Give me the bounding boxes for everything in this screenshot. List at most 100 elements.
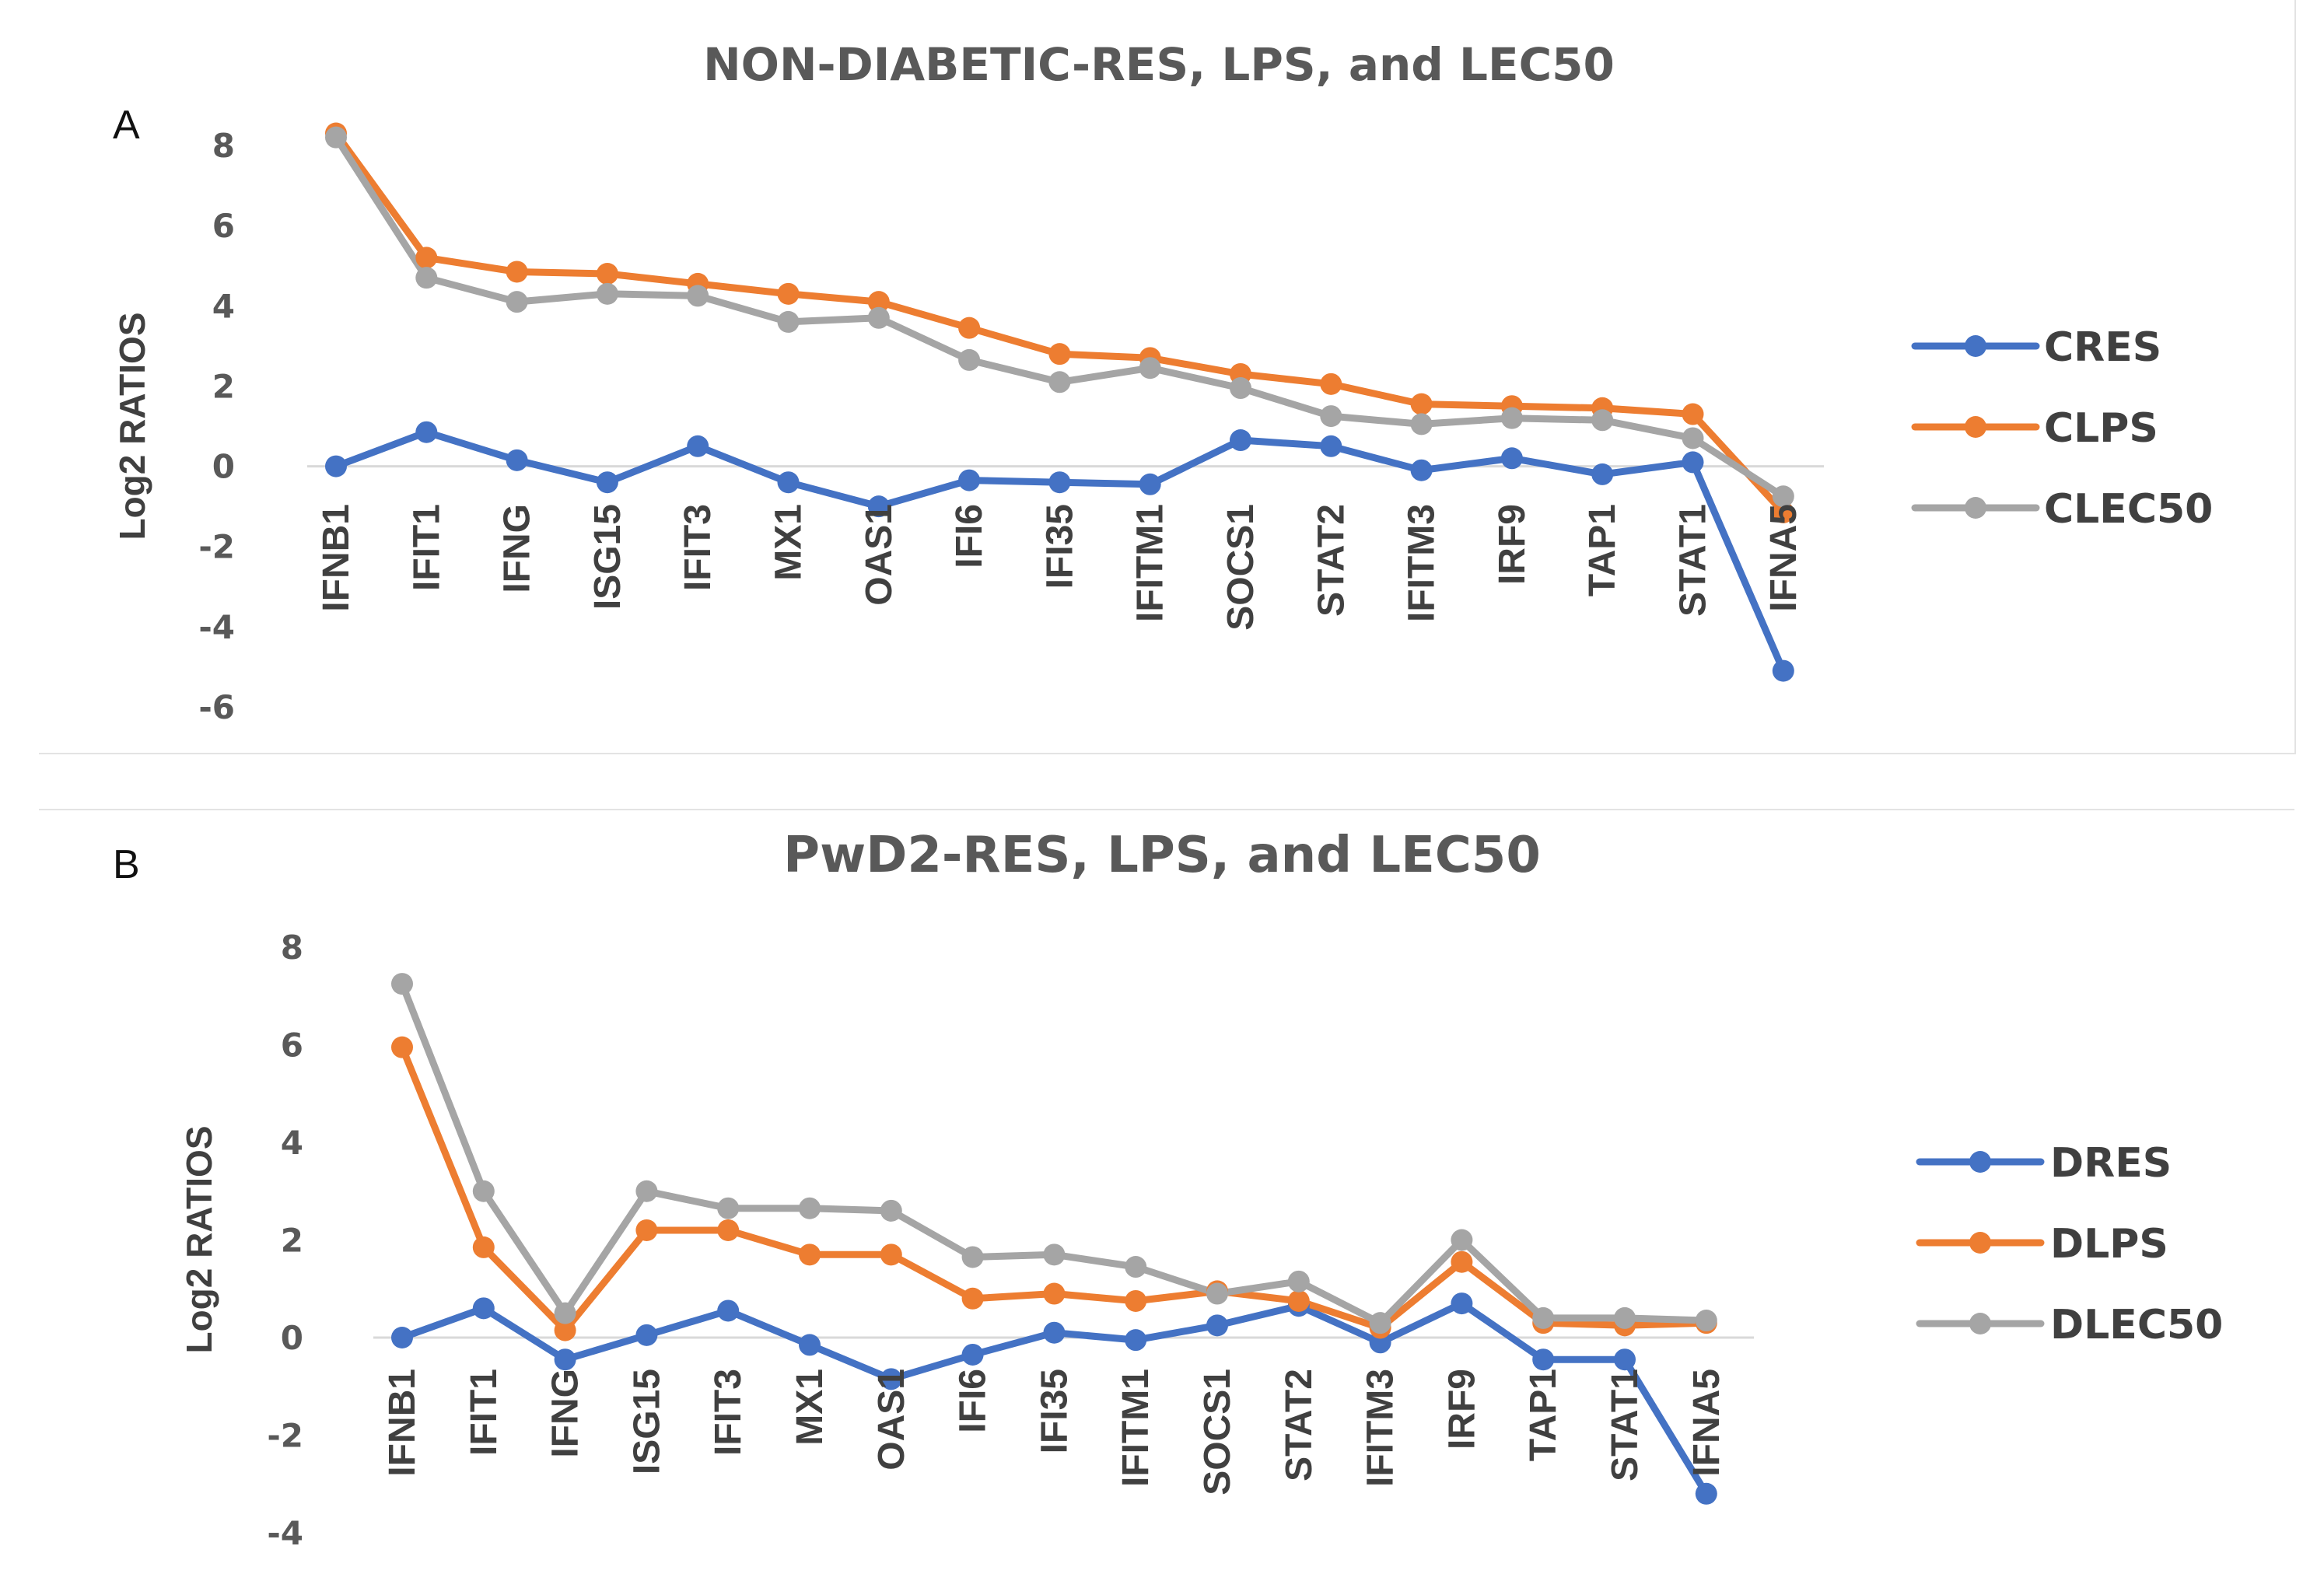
y-tick-label: 8 <box>212 127 235 165</box>
data-point-clps <box>506 261 528 283</box>
data-point-dlps <box>1043 1282 1066 1305</box>
data-point-clec50 <box>1772 485 1794 508</box>
data-point-dres <box>554 1348 576 1371</box>
data-point-clec50 <box>958 348 981 371</box>
data-point-cres <box>1230 429 1251 452</box>
panel-letter-a: A <box>113 103 140 148</box>
x-tick-label: IFIT1 <box>464 1369 505 1456</box>
x-tick-label: STAT1 <box>1605 1369 1646 1481</box>
x-tick-label: OAS1 <box>859 504 900 606</box>
y-tick-label: 2 <box>281 1222 303 1260</box>
data-point-clec50 <box>1320 405 1342 428</box>
data-point-dres <box>635 1324 658 1346</box>
data-point-clec50 <box>1410 413 1433 435</box>
y-tick-label: 0 <box>281 1319 303 1357</box>
y-tick-label: 6 <box>212 207 235 245</box>
y-tick-label: -4 <box>267 1514 303 1552</box>
series-line-clps <box>332 130 1787 516</box>
data-point-dlps <box>1125 1289 1147 1312</box>
legend-label-clps: CLPS <box>2044 405 2158 452</box>
y-tick-label: 4 <box>281 1124 303 1162</box>
data-point-dlec50 <box>1206 1282 1228 1305</box>
data-point-dlps <box>472 1236 495 1258</box>
x-tick-label: ISG15 <box>626 1369 667 1474</box>
data-point-dlps <box>554 1319 576 1341</box>
data-point-clps <box>415 247 438 269</box>
chart-a-frame <box>39 0 2296 754</box>
data-point-dlec50 <box>472 1180 495 1202</box>
x-tick-label: IFIT1 <box>406 504 447 591</box>
data-point-dlec50 <box>1451 1229 1473 1251</box>
data-point-clps <box>958 317 981 339</box>
data-point-clec50 <box>325 126 347 149</box>
data-point-clps <box>1410 393 1433 415</box>
data-point-clec50 <box>687 285 709 307</box>
data-point-cres <box>1500 447 1523 470</box>
data-point-clec50 <box>1230 377 1251 400</box>
y-axis-title: Log2 RATIOS <box>179 1125 219 1353</box>
data-point-dlec50 <box>880 1199 902 1222</box>
x-tick-label: IFI6 <box>953 1369 994 1433</box>
x-tick-label: IFIT3 <box>677 504 719 591</box>
data-point-dres <box>1125 1329 1147 1352</box>
x-tick-label: IFITM3 <box>1360 1369 1402 1487</box>
data-point-clec50 <box>777 310 800 333</box>
x-tick-label: IFITM1 <box>1115 1369 1157 1487</box>
x-tick-label: IFITM3 <box>1402 504 1443 622</box>
legend-label-dres: DRES <box>2050 1140 2172 1187</box>
x-tick-label: IFNB1 <box>316 504 357 612</box>
data-point-cres <box>867 495 890 518</box>
data-point-dlec50 <box>554 1302 576 1324</box>
data-point-cres <box>1048 471 1071 494</box>
data-point-dlec50 <box>1043 1243 1066 1266</box>
data-point-clec50 <box>1500 407 1523 429</box>
y-tick-label: -6 <box>198 688 235 726</box>
data-point-clps <box>777 282 800 305</box>
x-tick-label: IFNA5 <box>1763 504 1804 612</box>
x-tick-label: IFI35 <box>1034 1369 1075 1453</box>
data-point-dlec50 <box>1287 1270 1310 1292</box>
data-point-dlec50 <box>1125 1256 1147 1278</box>
data-point-dres <box>1043 1321 1066 1344</box>
data-point-dlec50 <box>1695 1310 1717 1332</box>
x-tick-label: IFNG <box>497 504 538 593</box>
data-point-dlec50 <box>961 1246 984 1268</box>
data-point-dres <box>1695 1482 1717 1505</box>
data-point-cres <box>1320 435 1342 457</box>
x-tick-label: SOCS1 <box>1220 504 1262 631</box>
data-point-clec50 <box>1139 357 1161 380</box>
legend-label-cres: CRES <box>2044 324 2161 371</box>
data-point-dres <box>1206 1314 1228 1337</box>
x-tick-label: IFNG <box>545 1369 586 1458</box>
y-tick-label: -2 <box>267 1417 303 1455</box>
panel-letter-b: B <box>113 842 140 887</box>
data-point-cres <box>958 469 981 491</box>
data-point-cres <box>777 471 800 494</box>
legend-marker-dres <box>1969 1151 1991 1173</box>
series-line-dlec50 <box>398 980 1710 1327</box>
chart-b-svg: PwD2-RES, LPS, and LEC50 B 8 6 4 2 0 -2 -4 Log2 R… <box>113 827 2223 1552</box>
y-tick-label: 0 <box>212 448 235 486</box>
data-point-cres <box>1772 659 1794 682</box>
data-point-clps <box>867 291 890 313</box>
data-point-dres <box>717 1299 740 1322</box>
data-point-cres <box>325 455 347 477</box>
x-tick-label: TAP1 <box>1582 504 1623 596</box>
data-point-clec50 <box>867 306 890 329</box>
x-tick-label: IFI35 <box>1039 504 1080 589</box>
y-axis-title: Log2 RATIOS <box>112 312 152 540</box>
data-point-dlps <box>717 1219 740 1241</box>
legend-marker-clec50 <box>1965 497 1986 519</box>
series-line-clec50 <box>332 134 1787 500</box>
legend-label-dlps: DLPS <box>2050 1221 2168 1268</box>
data-point-cres <box>506 449 528 471</box>
data-point-dlps <box>799 1243 821 1266</box>
chart-b-title: PwD2-RES, LPS, and LEC50 <box>783 827 1541 884</box>
chart-panel-a: NON-DIABETIC-RES, LPS, and LEC50 A 8 6 4 2 0 -2… <box>0 0 2324 762</box>
y-tick-label: -4 <box>198 608 235 646</box>
data-point-clec50 <box>1048 371 1071 394</box>
chart-b-frame <box>39 809 2294 1588</box>
data-point-clec50 <box>415 267 438 289</box>
x-tick-label: IFI6 <box>949 504 990 568</box>
chart-a-title: NON-DIABETIC-RES, LPS, and LEC50 <box>703 38 1615 91</box>
